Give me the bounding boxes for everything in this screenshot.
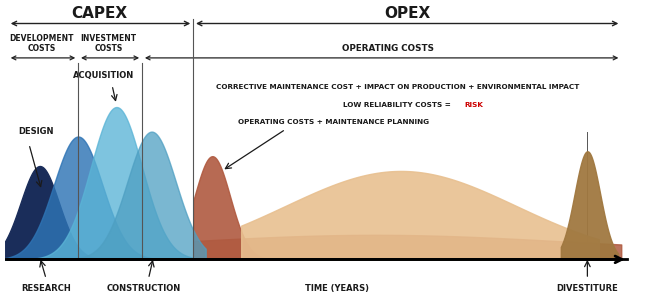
Text: TIME (YEARS): TIME (YEARS) [305, 284, 369, 293]
Text: OPEX: OPEX [384, 6, 430, 21]
Text: ACQUISITION: ACQUISITION [73, 71, 134, 80]
Text: CONSTRUCTION: CONSTRUCTION [107, 284, 181, 293]
Text: DESIGN: DESIGN [19, 127, 54, 136]
Text: OPERATING COSTS: OPERATING COSTS [342, 44, 434, 53]
Text: DIVESTITURE: DIVESTITURE [557, 284, 619, 293]
Text: CORRECTIVE MAINTENANCE COST + IMPACT ON PRODUCTION + ENVIRONMENTAL IMPACT: CORRECTIVE MAINTENANCE COST + IMPACT ON … [216, 84, 579, 90]
Text: RESEARCH: RESEARCH [21, 284, 71, 293]
Text: RISK: RISK [464, 102, 484, 108]
Text: DEVELOPMENT
COSTS: DEVELOPMENT COSTS [10, 34, 74, 53]
Text: CAPEX: CAPEX [71, 6, 127, 21]
Text: OPERATING COSTS + MAINTENANCE PLANNING: OPERATING COSTS + MAINTENANCE PLANNING [238, 119, 430, 125]
Text: LOW RELIABILITY COSTS =: LOW RELIABILITY COSTS = [343, 102, 453, 108]
Text: INVESTMENT
COSTS: INVESTMENT COSTS [81, 34, 137, 53]
